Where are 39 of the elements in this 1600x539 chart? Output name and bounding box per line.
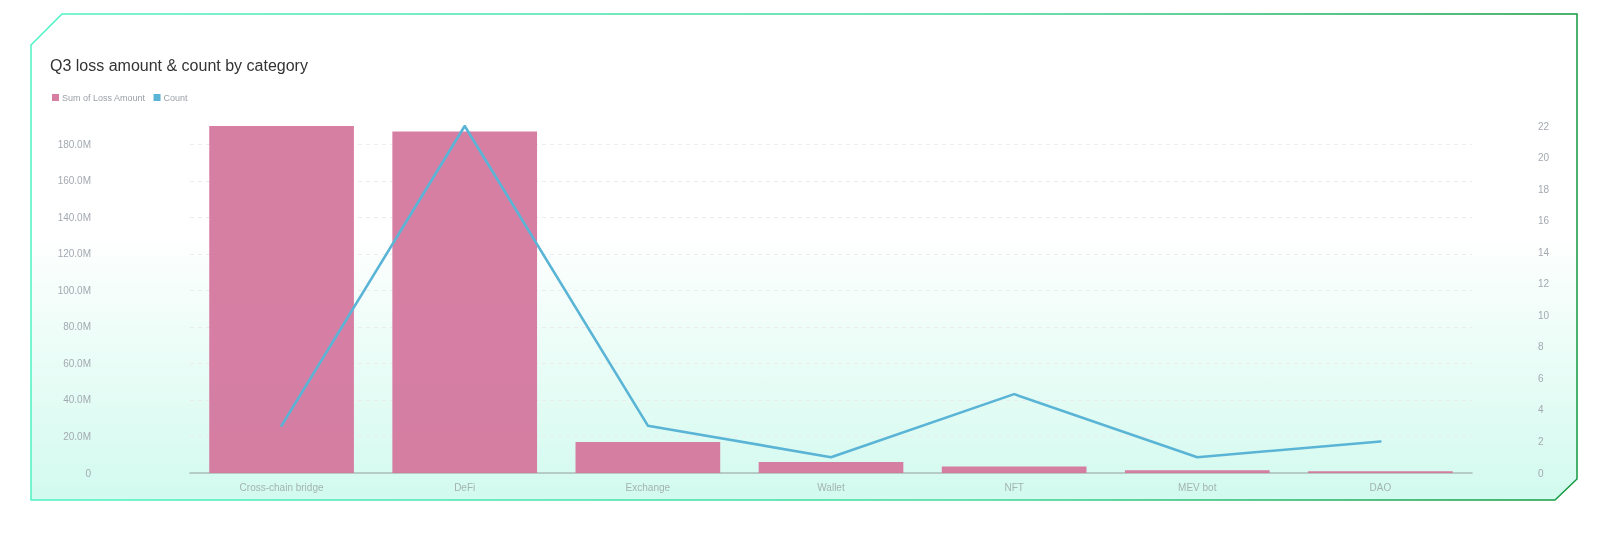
y2-tick-label: 6 [1538,372,1544,384]
y-tick-label: 20.0M [63,430,91,442]
chart-title: Q3 loss amount & count by category [50,56,308,74]
x-tick-label: Wallet [817,481,845,493]
y-tick-label: 140.0M [57,211,91,223]
legend-label: Sum of Loss Amount [62,92,146,103]
y2-tick-label: 18 [1538,183,1550,195]
y2-tick-label: 22 [1538,120,1550,132]
y-tick-label: 40.0M [63,394,91,406]
x-tick-label: DAO [1369,481,1392,493]
x-tick-label: NFT [1004,481,1024,493]
bar [392,131,538,473]
y2-tick-label: 20 [1538,152,1550,164]
y2-tick-label: 10 [1538,309,1550,321]
bar [758,462,904,473]
y-tick-label: 100.0M [57,284,91,296]
y2-tick-label: 8 [1538,341,1544,353]
x-tick-label: MEV bot [1178,481,1217,493]
line-series [280,124,1382,459]
y-tick-label: 160.0M [57,175,91,187]
y2-tick-label: 14 [1538,246,1550,258]
x-tick-label: DeFi [454,481,476,493]
y2-tick-label: 2 [1538,435,1544,447]
bar [941,466,1087,473]
y2-tick-label: 0 [1538,467,1544,479]
x-tick-label: Exchange [625,481,671,493]
y-tick-label: 80.0M [63,321,91,333]
y2-tick-label: 16 [1538,215,1550,227]
bar [209,126,354,473]
legend-label: Count [163,92,189,103]
bar [575,441,721,473]
x-tick-label: Cross-chain bridge [239,481,324,493]
y-tick-label: 60.0M [63,357,91,369]
y-tick-label: 180.0M [57,138,91,150]
y2-tick-label: 12 [1538,278,1550,290]
y-tick-label: 120.0M [57,248,91,260]
y-tick-label: 0 [85,467,92,479]
y2-tick-label: 4 [1538,404,1544,416]
bar [1124,470,1270,473]
